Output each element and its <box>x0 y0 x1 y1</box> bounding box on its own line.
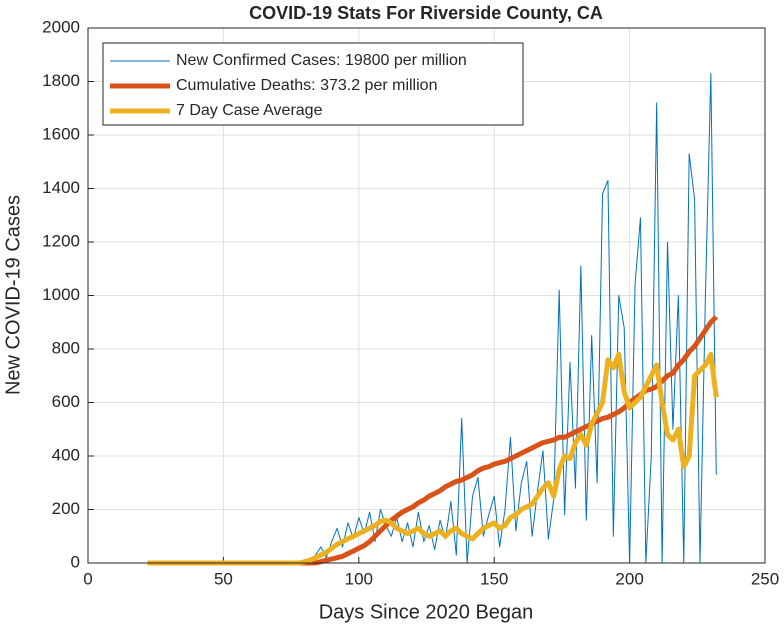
y-tick-label: 1800 <box>42 71 80 90</box>
x-tick-label: 150 <box>480 569 508 588</box>
x-tick-label: 250 <box>751 569 779 588</box>
y-tick-label: 1000 <box>42 285 80 304</box>
y-tick-label: 200 <box>52 499 80 518</box>
y-tick-label: 0 <box>71 552 80 571</box>
legend-label: Cumulative Deaths: 373.2 per million <box>176 77 437 94</box>
x-tick-label: 0 <box>83 569 92 588</box>
legend-label: New Confirmed Cases: 19800 per million <box>176 52 467 69</box>
y-tick-label: 600 <box>52 392 80 411</box>
y-tick-label: 1200 <box>42 231 80 250</box>
y-tick-label: 2000 <box>42 17 80 36</box>
x-tick-label: 100 <box>345 569 373 588</box>
x-axis-label: Days Since 2020 Began <box>319 601 534 623</box>
y-tick-label: 400 <box>52 445 80 464</box>
y-tick-label: 1400 <box>42 178 80 197</box>
legend-box <box>102 42 524 126</box>
y-tick-label: 1600 <box>42 124 80 143</box>
axes-box <box>87 27 766 564</box>
legend-label: 7 Day Case Average <box>176 102 323 119</box>
x-tick-label: 200 <box>615 569 643 588</box>
x-tick-label: 50 <box>214 569 233 588</box>
y-axis-label: New COVID-19 Cases <box>2 195 24 395</box>
y-tick-label: 800 <box>52 338 80 357</box>
chart-title: COVID-19 Stats For Riverside County, CA <box>249 3 603 23</box>
